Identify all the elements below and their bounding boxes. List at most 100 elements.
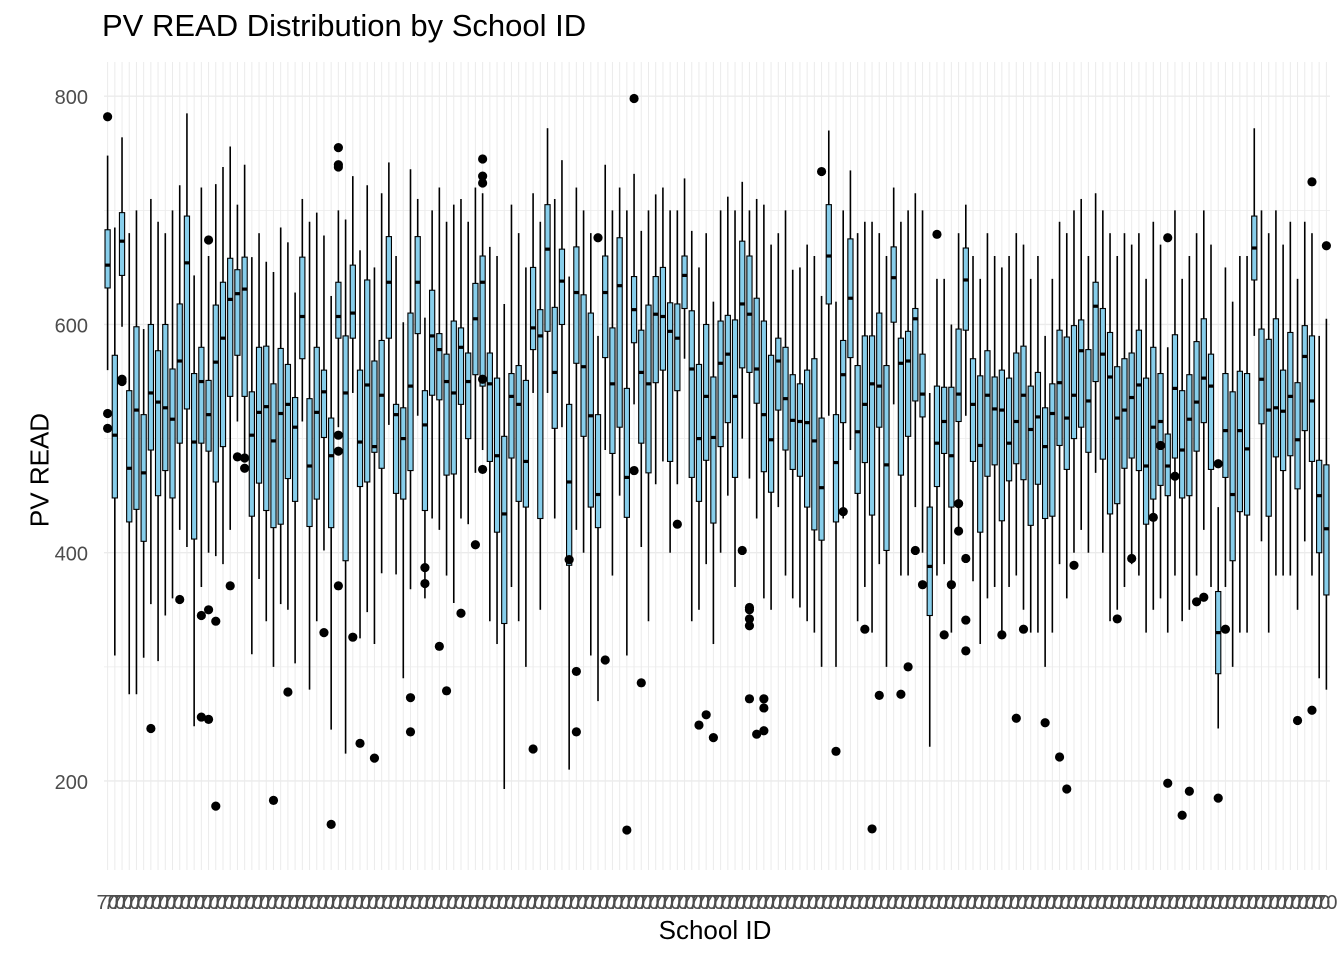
box-body [861, 335, 868, 464]
box [825, 130, 832, 416]
box-body [320, 369, 328, 439]
box [154, 221, 162, 662]
box-body [1034, 371, 1042, 485]
box [1307, 177, 1317, 715]
outlier-point [405, 693, 416, 703]
outlier-point [622, 825, 632, 835]
box-body [198, 346, 205, 444]
x-tick-label: 70 [875, 892, 897, 914]
box-body [933, 385, 941, 488]
x-tick-label: 70 [385, 892, 407, 914]
outlier-point [997, 630, 1007, 640]
box [580, 210, 587, 553]
outlier-point [146, 723, 156, 734]
x-tick-label: 70 [933, 892, 955, 914]
x-tick-label: 70 [104, 892, 126, 914]
x-tick-label: 70 [529, 892, 551, 914]
box-body [977, 375, 984, 533]
box [717, 210, 724, 553]
x-tick-label: 70 [861, 892, 883, 914]
outlier-point [333, 142, 343, 153]
outlier-point [1220, 624, 1231, 634]
box-body [969, 358, 977, 462]
box-body [392, 403, 400, 494]
box-body [1063, 336, 1070, 470]
outlier-point [470, 540, 481, 550]
box [1265, 233, 1272, 633]
box [903, 210, 913, 672]
box-body [1316, 459, 1323, 554]
box [587, 233, 594, 656]
box [211, 184, 221, 811]
x-tick-label: 70 [803, 892, 825, 914]
box [939, 278, 949, 640]
box [896, 221, 906, 699]
box-body [1005, 377, 1013, 482]
x-tick-label: 70 [435, 892, 457, 914]
box [111, 227, 118, 656]
box [737, 181, 747, 556]
x-tick-label: 70 [1265, 892, 1287, 914]
x-tick-label: 70 [125, 892, 147, 914]
outlier-point [1155, 440, 1166, 451]
x-axis-ticks: 7070707070707070707070707070707070707070… [96, 892, 1337, 914]
box-body [1222, 373, 1229, 478]
x-tick-label: 70 [601, 892, 623, 914]
box [946, 324, 956, 633]
outlier-point [528, 744, 538, 754]
box-body [529, 266, 537, 351]
x-tick-label: 70 [457, 892, 479, 914]
x-tick-label: 70 [645, 892, 667, 914]
x-tick-label: 70 [789, 892, 811, 914]
x-tick-label: 70 [731, 892, 753, 914]
box [636, 230, 646, 688]
box-body [825, 204, 832, 305]
box [1301, 221, 1308, 542]
x-tick-label: 70 [544, 892, 566, 914]
x-tick-label: 70 [1315, 892, 1337, 914]
x-tick-label: 70 [118, 892, 140, 914]
x-tick-label: 70 [1250, 892, 1272, 914]
x-tick-label: 70 [414, 892, 436, 914]
box-body [457, 327, 465, 405]
x-tick-label: 70 [551, 892, 573, 914]
box [369, 267, 380, 763]
box-body [1013, 352, 1020, 465]
box-body [342, 335, 349, 562]
outlier-point [961, 615, 971, 625]
x-tick-label: 70 [926, 892, 948, 914]
x-tick-label: 70 [356, 892, 378, 914]
x-tick-label: 70 [702, 892, 724, 914]
outlier-point [917, 580, 928, 590]
box-body [1099, 307, 1106, 460]
x-tick-label: 70 [1171, 892, 1193, 914]
box-body [436, 333, 443, 401]
box [1027, 278, 1034, 633]
outlier-point [701, 710, 711, 720]
x-tick-label: 70 [1056, 892, 1078, 914]
box [392, 256, 400, 575]
box-body [876, 312, 883, 428]
x-tick-label: 70 [637, 892, 659, 914]
box [1127, 244, 1137, 565]
box-body [1150, 346, 1157, 500]
box [854, 233, 861, 622]
box-body [313, 346, 320, 500]
outlier-point [441, 686, 452, 696]
box-body [154, 350, 162, 497]
box-body [616, 237, 623, 428]
box-body [1243, 373, 1251, 516]
box-body [868, 335, 876, 516]
x-tick-label: 70 [940, 892, 962, 914]
outlier-point [1199, 592, 1209, 602]
x-tick-label: 70 [818, 892, 840, 914]
box [140, 329, 147, 658]
box-body [248, 391, 255, 517]
box-body [1287, 331, 1294, 457]
outlier-point [1321, 241, 1331, 251]
outlier-point [1069, 560, 1079, 570]
x-tick-label: 70 [522, 892, 544, 914]
x-tick-label: 70 [1214, 892, 1236, 914]
box-body [695, 363, 703, 502]
box-body [421, 390, 429, 512]
